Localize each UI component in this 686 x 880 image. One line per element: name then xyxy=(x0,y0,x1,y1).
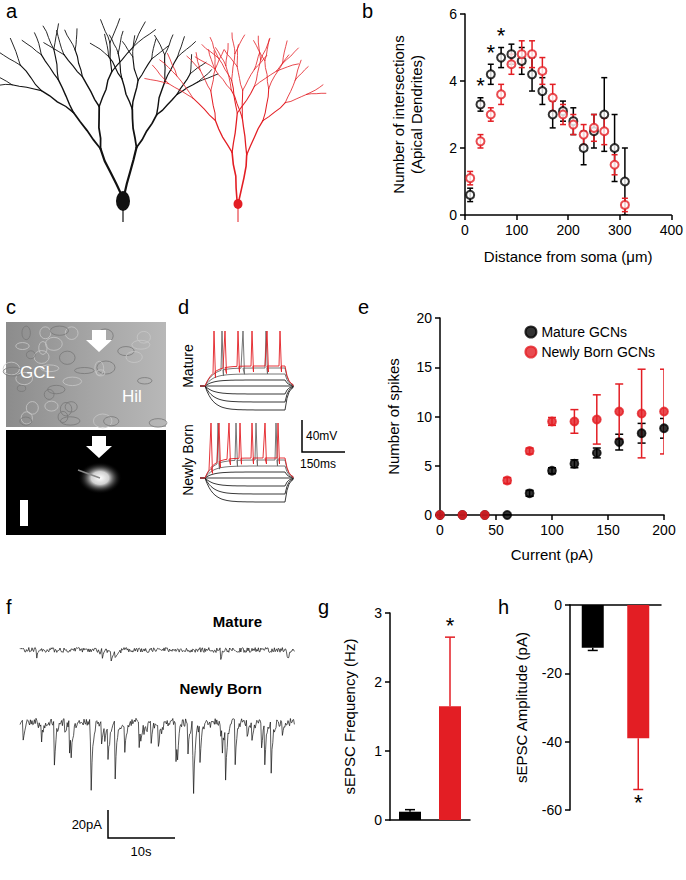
svg-text:0: 0 xyxy=(374,812,382,828)
svg-text:2: 2 xyxy=(374,674,382,690)
svg-text:-40: -40 xyxy=(542,734,562,750)
svg-text:15: 15 xyxy=(416,359,432,375)
svg-text:GCL: GCL xyxy=(20,363,55,382)
svg-text:*: * xyxy=(487,40,496,65)
svg-text:0: 0 xyxy=(554,597,562,613)
svg-text:(Apical Dendrites): (Apical Dendrites) xyxy=(408,55,425,174)
svg-text:100: 100 xyxy=(540,522,564,538)
svg-text:150: 150 xyxy=(596,522,620,538)
svg-text:0: 0 xyxy=(461,222,469,238)
svg-text:4: 4 xyxy=(449,73,457,89)
svg-text:200: 200 xyxy=(652,522,676,538)
svg-text:Number of intersections: Number of intersections xyxy=(390,35,407,193)
svg-text:d: d xyxy=(178,296,189,318)
svg-text:sEPSC Frequency (Hz): sEPSC Frequency (Hz) xyxy=(341,639,358,795)
svg-text:e: e xyxy=(358,296,369,318)
svg-text:f: f xyxy=(6,596,12,618)
svg-text:200: 200 xyxy=(556,222,580,238)
svg-text:*: * xyxy=(497,23,506,48)
svg-text:100: 100 xyxy=(505,222,529,238)
svg-text:10s: 10s xyxy=(131,844,152,859)
svg-text:0: 0 xyxy=(449,207,457,223)
svg-text:400: 400 xyxy=(660,222,684,238)
svg-text:h: h xyxy=(498,596,509,618)
svg-text:0: 0 xyxy=(424,507,432,523)
svg-text:2: 2 xyxy=(449,140,457,156)
svg-text:b: b xyxy=(362,0,373,22)
svg-text:20pA: 20pA xyxy=(72,817,103,832)
svg-text:3: 3 xyxy=(374,605,382,621)
svg-text:Mature: Mature xyxy=(213,613,262,630)
svg-text:g: g xyxy=(318,596,329,618)
svg-text:Distance from soma (μm): Distance from soma (μm) xyxy=(484,248,653,265)
svg-text:150ms: 150ms xyxy=(300,457,336,471)
svg-text:20: 20 xyxy=(416,310,432,326)
svg-text:Mature GCNs: Mature GCNs xyxy=(541,324,627,340)
svg-text:Newly Born: Newly Born xyxy=(180,424,196,496)
svg-text:c: c xyxy=(6,296,16,318)
svg-text:*: * xyxy=(446,613,455,638)
svg-text:300: 300 xyxy=(608,222,632,238)
svg-text:-60: -60 xyxy=(542,802,562,818)
svg-text:-20: -20 xyxy=(542,665,562,681)
svg-text:Hil: Hil xyxy=(122,387,142,406)
svg-text:Mature: Mature xyxy=(180,344,196,388)
svg-text:*: * xyxy=(476,73,485,98)
svg-text:sEPSC Amplitude (pA): sEPSC Amplitude (pA) xyxy=(513,632,530,783)
svg-text:a: a xyxy=(6,0,18,22)
svg-text:Newly Born GCNs: Newly Born GCNs xyxy=(541,344,655,360)
svg-text:Current (pA): Current (pA) xyxy=(511,546,594,563)
svg-text:Newly Born: Newly Born xyxy=(179,680,262,697)
svg-text:*: * xyxy=(634,790,643,815)
svg-text:Number of spikes: Number of spikes xyxy=(385,358,402,475)
svg-text:50: 50 xyxy=(488,522,504,538)
svg-text:5: 5 xyxy=(424,458,432,474)
svg-text:0: 0 xyxy=(436,522,444,538)
svg-text:6: 6 xyxy=(449,6,457,22)
svg-text:1: 1 xyxy=(374,743,382,759)
svg-text:10: 10 xyxy=(416,409,432,425)
svg-text:40mV: 40mV xyxy=(306,429,337,443)
